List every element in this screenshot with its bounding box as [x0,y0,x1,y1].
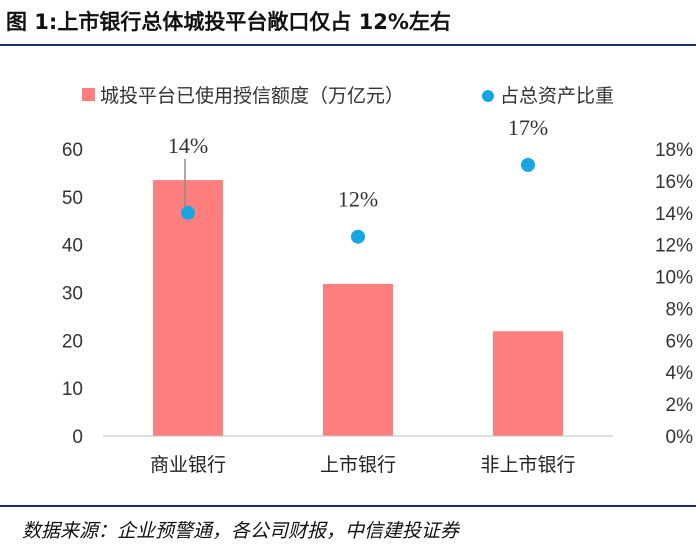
y-right-tick-label: 2% [666,395,694,416]
y-left-tick-label: 40 [62,236,83,257]
legend-dot-swatch [482,90,494,102]
category-label: 非上市银行 [480,454,575,476]
bar [493,331,563,436]
y-right-tick-label: 18% [655,140,693,161]
source-rule [0,505,696,507]
y-left-tick-label: 50 [62,188,83,209]
legend-bar-swatch [82,88,95,101]
y-right-tick-label: 16% [655,172,693,193]
y-left-tick-label: 0 [72,427,83,448]
y-left-tick-label: 30 [62,284,83,305]
y-right-axis: 0% 2% 4% 6% 8% 10% 12% 14% 16% 18% [655,140,693,448]
dots: 14% 12% 17% [168,115,548,244]
ratio-dot [181,205,195,220]
y-right-tick-label: 4% [666,363,694,384]
x-axis-labels: 商业银行 上市银行 非上市银行 [150,454,576,476]
y-right-tick-label: 10% [655,268,693,289]
bar [153,180,223,436]
ratio-data-label: 12% [338,187,378,212]
y-right-tick-label: 12% [655,236,693,257]
source-note: 数据来源：企业预警通，各公司财报，中信建投证券 [22,520,460,542]
bars [153,180,563,436]
ratio-data-label: 17% [508,115,548,140]
ratio-dot [521,157,535,172]
legend-bar-label: 城投平台已使用授信额度（万亿元） [100,85,404,107]
title-rule [0,44,696,46]
legend-dot-label: 占总资产比重 [500,85,614,107]
y-left-tick-label: 20 [62,331,83,352]
y-left-tick-label: 60 [62,140,83,161]
y-left-tick-label: 10 [62,379,83,400]
legend: 城投平台已使用授信额度（万亿元） 占总资产比重 [82,85,614,107]
y-right-tick-label: 6% [666,331,694,352]
category-label: 上市银行 [320,454,396,476]
y-right-tick-label: 0% [666,427,694,448]
ratio-data-label: 14% [168,133,208,158]
y-left-axis: 0 10 20 30 40 50 60 [62,140,83,448]
bar [323,283,393,436]
figure-title: 图 1:上市银行总体城投平台敞口仅占 12%左右 [6,10,451,34]
y-right-tick-label: 8% [666,299,694,320]
category-label: 商业银行 [150,454,226,476]
y-right-tick-label: 14% [655,204,693,225]
ratio-dot [351,229,365,244]
